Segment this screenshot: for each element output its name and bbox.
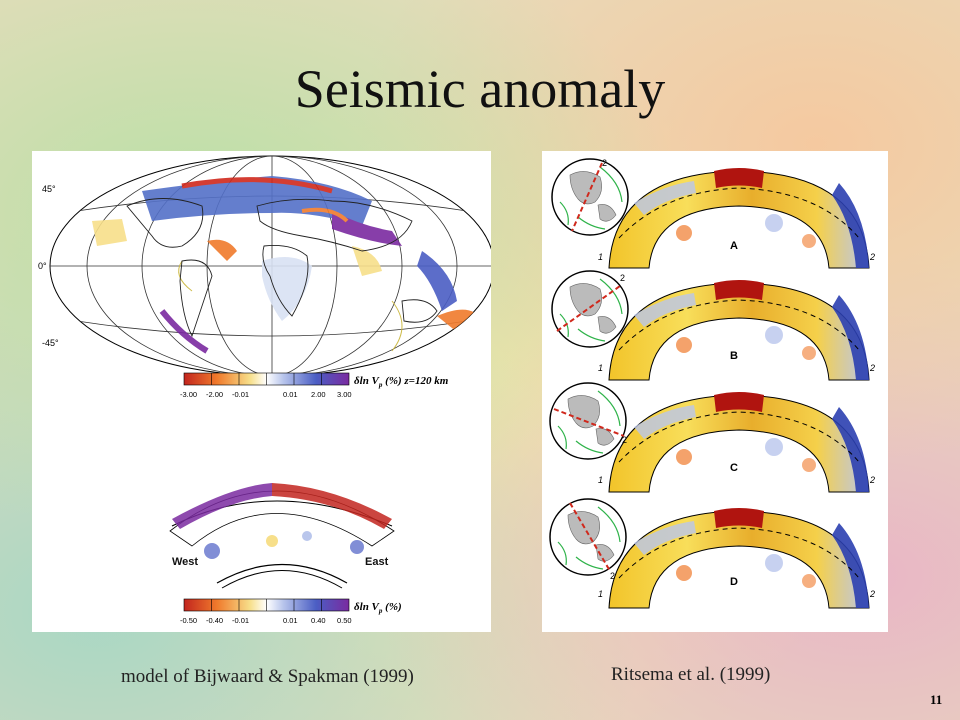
map-cbar-tick: 0.01 (283, 390, 298, 399)
section-cbar-tick: 0.01 (283, 616, 298, 625)
section-cbar-label: δln Vp (%) (354, 601, 402, 615)
left-figure-caption: model of Bijwaard & Spakman (1999) (121, 666, 414, 687)
section-label: C (730, 462, 738, 474)
section-end-left: 1 (598, 252, 603, 262)
section-cbar-tick: 0.40 (311, 616, 326, 625)
globe-tick: 2 (622, 435, 627, 445)
map-cbar-tick: 2.00 (311, 390, 326, 399)
globe-tick: 2 (602, 158, 607, 168)
map-cbar-tick: 3.00 (337, 390, 352, 399)
section-end-right: 2 (869, 475, 875, 485)
section-a: 2 A 1 2 (551, 158, 875, 269)
section-b: 2 B 1 2 (551, 270, 875, 381)
section-d: 2 D 1 2 (549, 498, 875, 609)
section-cbar-tick: -0.40 (206, 616, 223, 625)
bijwaard-figure-graphic: 45° 0° -45° -3.00 -2.00 -0.01 0.01 2.00 … (38, 155, 495, 625)
slide-title: Seismic anomaly (294, 59, 666, 119)
section-end-left: 1 (598, 475, 603, 485)
section-end-left: 1 (598, 589, 603, 599)
section-cbar-tick: -0.50 (180, 616, 197, 625)
ritsema-figure: 2 A 1 2 2 B 1 2 2 C 1 2 (542, 151, 888, 632)
section-colorbar: -0.50 -0.40 -0.01 0.01 0.40 0.50 δln Vp … (180, 598, 402, 625)
map-cbar-tick: -2.00 (206, 390, 223, 399)
right-figure-caption: Ritsema et al. (1999) (611, 664, 771, 685)
page-number: 11 (930, 692, 943, 707)
section-c: 2 C 1 2 (549, 382, 875, 493)
west-label: West (172, 556, 198, 568)
section-label: B (730, 350, 738, 362)
east-label: East (365, 556, 389, 568)
section-end-right: 2 (869, 252, 875, 262)
lat-label-neg45: -45° (42, 338, 59, 348)
section-cbar-tick: -0.01 (232, 616, 249, 625)
map-colorbar: -3.00 -2.00 -0.01 0.01 2.00 3.00 δln Vp … (180, 372, 449, 399)
lat-label-45: 45° (42, 184, 56, 194)
lat-label-0: 0° (38, 261, 47, 271)
ritsema-figure-graphic: 2 A 1 2 2 B 1 2 2 C 1 2 (549, 158, 875, 609)
section-label: D (730, 576, 738, 588)
globe-tick: 2 (610, 571, 615, 581)
section-cbar-tick: 0.50 (337, 616, 352, 625)
bijwaard-figure: 45° 0° -45° -3.00 -2.00 -0.01 0.01 2.00 … (32, 151, 495, 632)
bijwaard-cross-section: West East (169, 483, 395, 589)
global-tomography-map: 45° 0° -45° (38, 155, 495, 377)
map-cbar-label: δln Vp (%) z=120 km (354, 375, 449, 389)
map-cbar-tick: -3.00 (180, 390, 197, 399)
section-end-right: 2 (869, 589, 875, 599)
map-cbar-tick: -0.01 (232, 390, 249, 399)
globe-tick: 2 (620, 273, 625, 283)
section-end-right: 2 (869, 363, 875, 373)
section-label: A (730, 240, 738, 252)
section-end-left: 1 (598, 363, 603, 373)
